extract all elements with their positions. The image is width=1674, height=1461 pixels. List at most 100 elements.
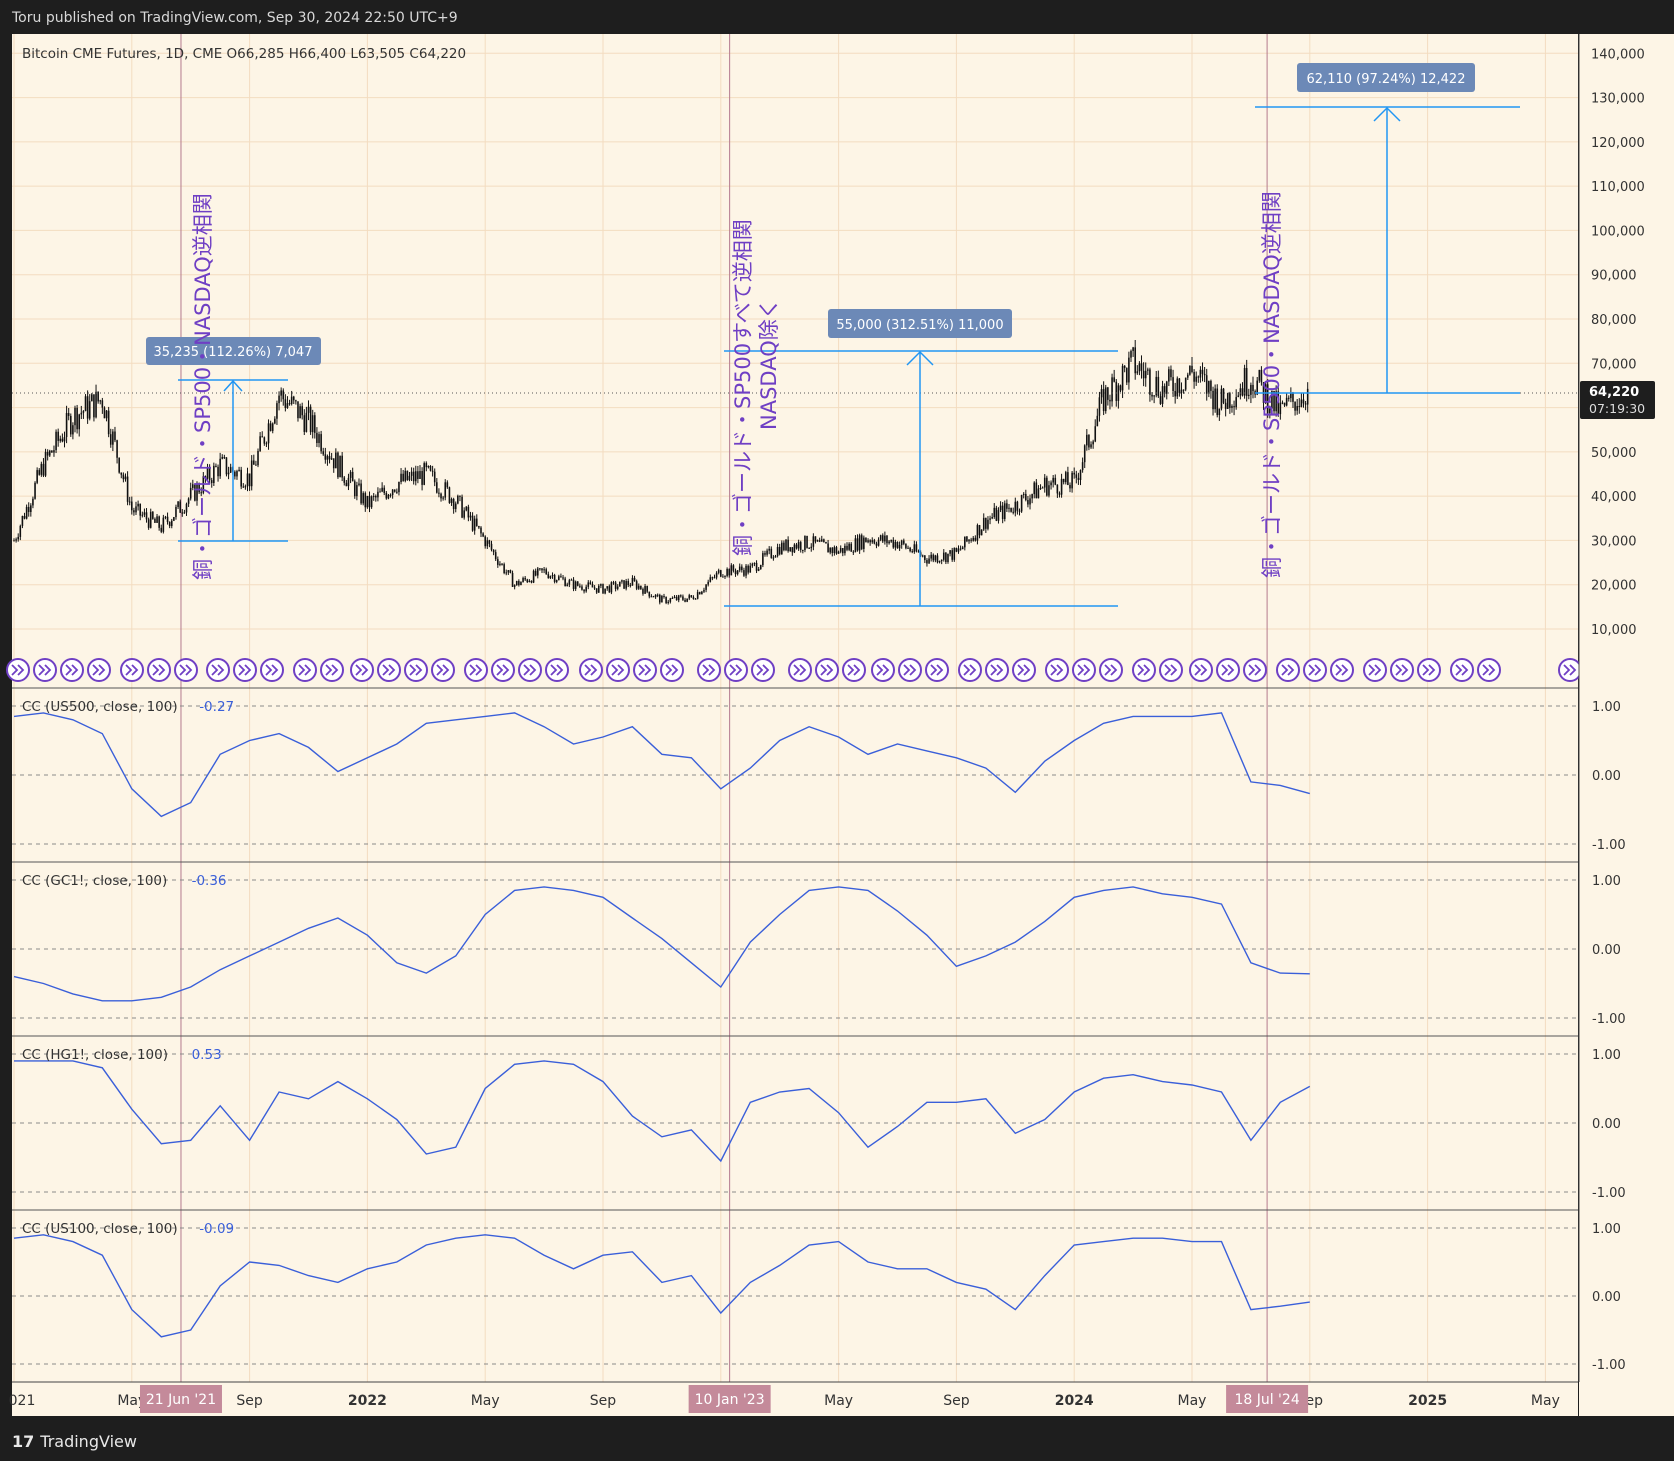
candle-body	[1001, 505, 1004, 520]
candle-body	[823, 539, 825, 543]
indicator-panels[interactable]: CC (US500, close, 100) -0.27 CC (GC1!, clo…	[12, 687, 1578, 1365]
fast-forward-icon[interactable]	[1189, 658, 1213, 682]
candle-body	[1134, 347, 1137, 374]
candle-body	[863, 537, 865, 549]
fast-forward-icon[interactable]	[815, 658, 839, 682]
candle-body	[238, 469, 240, 472]
fast-forward-icon[interactable]	[87, 658, 111, 682]
fast-forward-icon[interactable]	[606, 658, 630, 682]
candle-body	[509, 570, 512, 573]
fast-forward-icon[interactable]	[1243, 658, 1267, 682]
fast-forward-icon[interactable]	[1390, 658, 1414, 682]
fast-forward-icon[interactable]	[147, 658, 171, 682]
candle-body	[1010, 507, 1012, 512]
fast-forward-icon[interactable]	[33, 658, 57, 682]
candle-body	[162, 517, 165, 532]
candle-body	[917, 551, 920, 553]
fast-forward-icon[interactable]	[120, 658, 144, 682]
candle-body	[408, 475, 411, 481]
fast-forward-icon[interactable]	[545, 658, 569, 682]
fast-forward-icon[interactable]	[431, 658, 455, 682]
fast-forward-icon[interactable]	[958, 658, 982, 682]
fast-forward-icon[interactable]	[404, 658, 428, 682]
candle-body	[46, 451, 49, 456]
fast-forward-icon[interactable]	[697, 658, 721, 682]
fast-forward-icon[interactable]	[260, 658, 284, 682]
candle-body	[547, 574, 550, 579]
fast-forward-icon[interactable]	[1330, 658, 1354, 682]
candle-body	[825, 542, 827, 544]
candle-body	[724, 575, 726, 577]
fast-forward-icon[interactable]	[751, 658, 775, 682]
candle-body	[879, 535, 882, 540]
event-icons-row[interactable]	[6, 658, 1582, 682]
fast-forward-icon[interactable]	[1363, 658, 1387, 682]
fast-forward-icon[interactable]	[1132, 658, 1156, 682]
fast-forward-icon[interactable]	[898, 658, 922, 682]
fast-forward-icon[interactable]	[871, 658, 895, 682]
fast-forward-icon[interactable]	[350, 658, 374, 682]
publish-header: Toru published on TradingView.com, Sep 3…	[12, 10, 458, 26]
fast-forward-icon[interactable]	[579, 658, 603, 682]
candle-body	[865, 537, 867, 543]
fast-forward-icon[interactable]	[60, 658, 84, 682]
candle-body	[1113, 377, 1115, 382]
fast-forward-icon[interactable]	[788, 658, 812, 682]
candle-body	[730, 565, 733, 576]
fast-forward-icon[interactable]	[1012, 658, 1036, 682]
fast-forward-icon[interactable]	[985, 658, 1009, 682]
fast-forward-icon[interactable]	[1216, 658, 1240, 682]
price-tick-label: 110,000	[1591, 180, 1645, 195]
fast-forward-icon[interactable]	[491, 658, 515, 682]
fast-forward-icon[interactable]	[1099, 658, 1123, 682]
fast-forward-icon[interactable]	[206, 658, 230, 682]
candle-body	[1197, 376, 1200, 378]
candle-body	[389, 494, 392, 496]
fast-forward-icon[interactable]	[174, 658, 198, 682]
candle-body	[25, 506, 28, 519]
candle-body	[795, 544, 798, 549]
fast-forward-icon[interactable]	[293, 658, 317, 682]
candle-body	[1033, 482, 1036, 495]
measure-tools[interactable]: 35,235 (112.26%) 7,047 55,000 (312.51%) …	[146, 63, 1520, 607]
candle-body	[991, 517, 993, 519]
fast-forward-icon[interactable]	[724, 658, 748, 682]
tradingview-footer[interactable]: 17 TradingView	[12, 1432, 137, 1451]
annotations[interactable]: 銅・ゴールド・SP500・NASDAQ逆相関 銅・ゴールド・SP500すべて逆相…	[191, 191, 1284, 580]
fast-forward-icon[interactable]	[377, 658, 401, 682]
fast-forward-icon[interactable]	[1072, 658, 1096, 682]
measure-3[interactable]: 62,110 (97.24%) 12,422	[1255, 63, 1520, 394]
fast-forward-icon[interactable]	[1276, 658, 1300, 682]
fast-forward-icon[interactable]	[1477, 658, 1501, 682]
fast-forward-icon[interactable]	[518, 658, 542, 682]
fast-forward-icon[interactable]	[660, 658, 684, 682]
measure-1[interactable]: 35,235 (112.26%) 7,047	[146, 337, 321, 542]
candle-body	[785, 539, 787, 551]
fast-forward-icon[interactable]	[1417, 658, 1441, 682]
fast-forward-icon[interactable]	[925, 658, 949, 682]
fast-forward-icon[interactable]	[320, 658, 344, 682]
fast-forward-icon[interactable]	[6, 658, 30, 682]
candle-body	[680, 595, 682, 597]
fast-forward-icon[interactable]	[1045, 658, 1069, 682]
candle-body	[206, 467, 209, 479]
indicator-tick-label: -1.00	[1592, 1186, 1626, 1201]
fast-forward-icon[interactable]	[842, 658, 866, 682]
fast-forward-icon[interactable]	[1558, 658, 1582, 682]
event-date-box	[1226, 1385, 1309, 1413]
fast-forward-icon[interactable]	[464, 658, 488, 682]
measure-2[interactable]: 55,000 (312.51%) 11,000	[724, 309, 1118, 607]
candle-body	[513, 585, 516, 587]
candle-body	[715, 572, 718, 578]
candle-body	[684, 599, 686, 602]
candle-body	[1182, 389, 1185, 391]
fast-forward-icon[interactable]	[1303, 658, 1327, 682]
fast-forward-icon[interactable]	[233, 658, 257, 682]
fast-forward-icon[interactable]	[1159, 658, 1183, 682]
price-axis[interactable]: 140,000 130,000 120,000 110,000 100,000 90,00…	[1591, 47, 1645, 1373]
candle-body	[1269, 408, 1271, 414]
fast-forward-icon[interactable]	[633, 658, 657, 682]
time-tick-label: 2022	[348, 1393, 387, 1409]
fast-forward-icon[interactable]	[1450, 658, 1474, 682]
